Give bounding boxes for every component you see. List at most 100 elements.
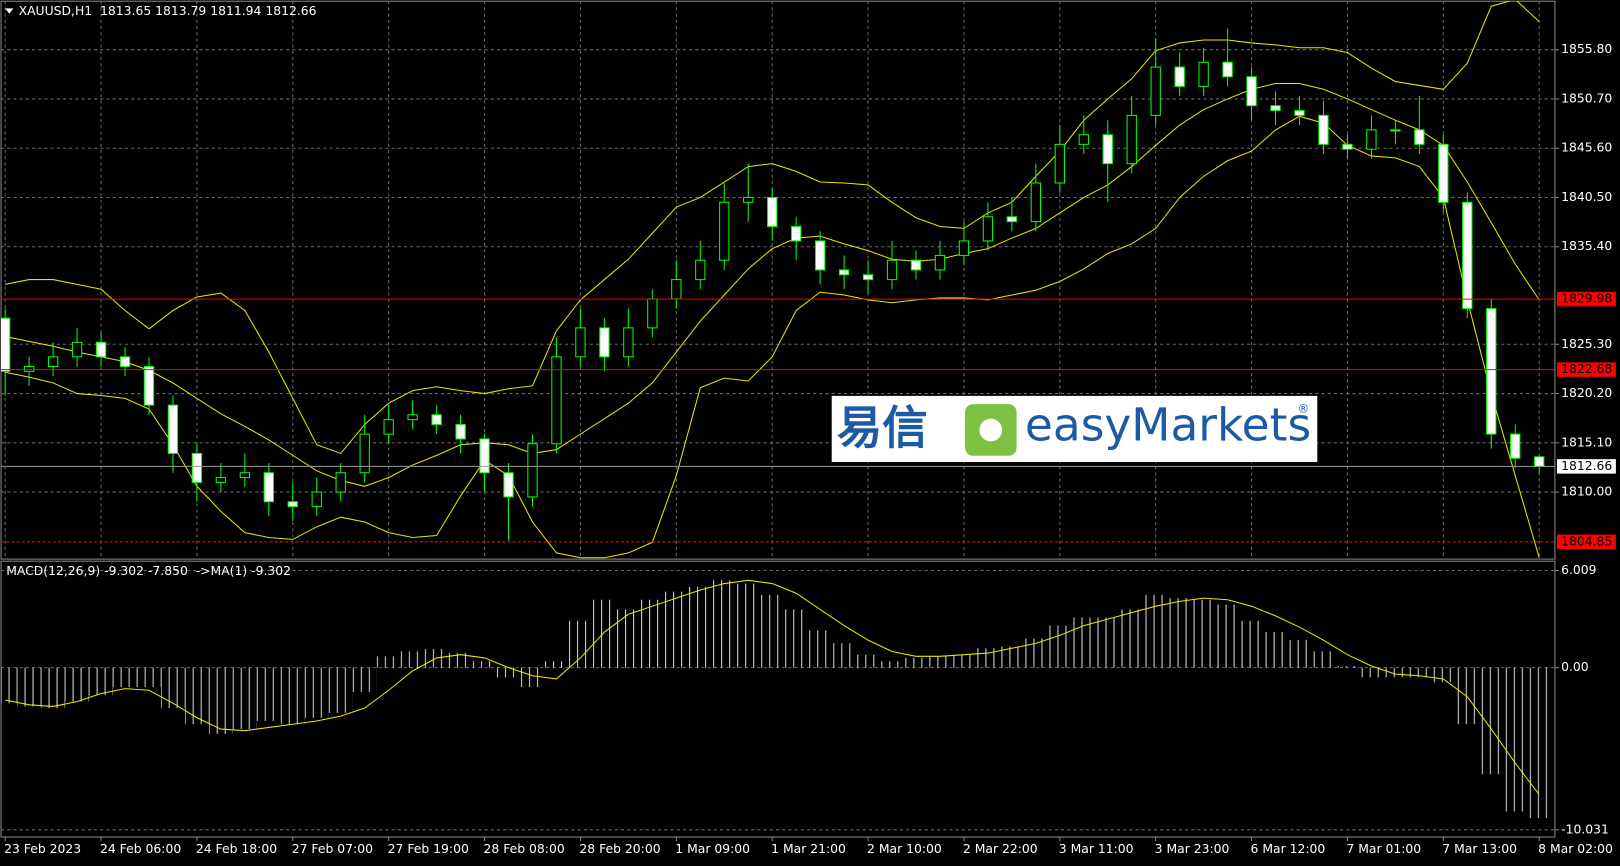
macd-bar <box>808 630 833 668</box>
candle-body <box>1126 114 1137 165</box>
chart-title: XAUUSD,H1 1813.65 1813.79 1811.94 1812.6… <box>19 3 317 18</box>
macd-bar <box>1 667 18 704</box>
candle-body <box>671 279 682 300</box>
x-tick-label: 8 Mar 02:00 <box>1538 841 1613 856</box>
macd-bar <box>1191 599 1216 668</box>
macd-bar <box>376 656 401 668</box>
macd-bar <box>856 654 881 668</box>
candle-body <box>790 225 802 242</box>
band-upper <box>5 1 1540 455</box>
candle-body <box>119 356 131 368</box>
macd-bar <box>1239 620 1264 668</box>
level-label: 1804.85 <box>1561 533 1612 548</box>
macd-plot <box>1 569 1555 831</box>
x-tick-label: 3 Mar 23:00 <box>1155 841 1230 856</box>
candle-body <box>335 472 346 493</box>
x-tick-label: 27 Feb 07:00 <box>292 841 373 856</box>
candle-body <box>287 501 298 508</box>
y-tick-label: 1845.60 <box>1561 140 1612 155</box>
macd-bar <box>1167 598 1192 668</box>
candle-body <box>743 196 754 203</box>
price-panel <box>0 0 1556 560</box>
level-label: 1829.98 <box>1561 291 1612 306</box>
watermark-bg <box>831 395 1318 462</box>
candle-body <box>1534 456 1545 467</box>
candle-body <box>1030 182 1042 223</box>
candle-body <box>695 259 706 281</box>
macd-bar <box>113 667 137 688</box>
candle-body <box>647 298 658 329</box>
macd-bar <box>328 667 353 713</box>
x-tick-label: 28 Feb 08:00 <box>484 841 565 856</box>
candle-body <box>934 254 946 271</box>
candle-body <box>623 327 634 358</box>
macd-bar <box>1503 667 1528 812</box>
candle-body <box>814 240 826 271</box>
y-tick-label: 1815.10 <box>1561 434 1612 449</box>
level-label-bg <box>1556 534 1616 550</box>
menu-triangle <box>5 8 14 14</box>
x-tick-label: 1 Mar 21:00 <box>771 841 846 856</box>
macd-bar <box>136 667 161 688</box>
candle-body <box>910 259 922 271</box>
macd-bar <box>1215 604 1240 668</box>
macd-bar <box>1335 666 1360 668</box>
candle-body <box>503 472 514 498</box>
candle-body <box>1510 433 1521 459</box>
macd-bar <box>304 667 329 718</box>
candle-body <box>479 438 490 474</box>
candle-body <box>1150 66 1161 116</box>
candle-body <box>407 414 418 421</box>
macd-bar <box>904 657 928 668</box>
macd-bar <box>89 667 114 696</box>
y-tick-label: 1850.70 <box>1561 90 1612 105</box>
candle-body <box>1294 110 1305 116</box>
macd-bar <box>400 651 425 668</box>
candle-body <box>1462 201 1473 310</box>
macd-bar <box>232 667 257 730</box>
macd-bar <box>1287 640 1312 668</box>
x-tick-label: 2 Mar 22:00 <box>963 841 1038 856</box>
macd-bar <box>1407 667 1432 678</box>
price-plot <box>1 1 1555 560</box>
macd-bar <box>1119 609 1144 668</box>
x-tick-label: 28 Feb 20:00 <box>579 841 660 856</box>
x-tick-label: 27 Feb 19:00 <box>388 841 469 856</box>
macd-bar <box>832 643 857 668</box>
candle-body <box>383 419 394 435</box>
candle-body <box>1486 308 1497 435</box>
x-tick-label: 24 Feb 18:00 <box>196 841 277 856</box>
candle-body <box>191 452 203 483</box>
candle-body <box>1006 216 1018 223</box>
macd-bar <box>951 654 976 668</box>
y-tick-label: 1820.20 <box>1561 385 1612 400</box>
candle-body <box>215 477 227 483</box>
macd-bar <box>568 620 593 668</box>
macd-bar <box>1071 617 1096 668</box>
x-tick-label: 3 Mar 11:00 <box>1059 841 1134 856</box>
candle-body <box>982 216 994 242</box>
macd-bar <box>760 594 785 668</box>
macd-bar <box>1383 667 1408 678</box>
candle-body <box>71 341 83 358</box>
macd-bar <box>688 586 713 668</box>
macd-bar <box>1359 667 1384 678</box>
last-price-label: 1812.66 <box>1561 458 1612 473</box>
macd-bar <box>1527 667 1552 819</box>
macd-bar <box>352 667 377 692</box>
x-tick-label: 23 Feb 2023 <box>4 841 81 856</box>
macd-bar <box>208 667 233 734</box>
macd-bar <box>160 667 185 709</box>
x-tick-label: 2 Mar 10:00 <box>867 841 942 856</box>
macd-bar <box>1311 651 1336 668</box>
candle-body <box>1198 61 1209 87</box>
candle-body <box>95 341 107 358</box>
macd-bar <box>1095 617 1120 668</box>
macd-bar <box>927 656 952 668</box>
macd-bar <box>784 609 809 668</box>
x-tick-label: 1 Mar 09:00 <box>675 841 750 856</box>
y-tick-label: 0.00 <box>1561 659 1589 674</box>
y-tick-label: 1835.40 <box>1561 238 1612 253</box>
